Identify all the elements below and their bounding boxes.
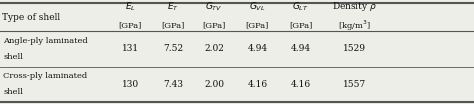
Text: 4.16: 4.16 <box>247 80 267 89</box>
Text: 4.94: 4.94 <box>291 44 310 53</box>
Text: 2.00: 2.00 <box>204 80 224 89</box>
Text: $G_{VL}$: $G_{VL}$ <box>249 1 265 13</box>
Text: $E_T$: $E_T$ <box>167 1 179 13</box>
Text: 7.52: 7.52 <box>163 44 183 53</box>
Text: [GPa]: [GPa] <box>289 22 312 29</box>
Text: [GPa]: [GPa] <box>161 22 185 29</box>
Text: shell: shell <box>3 88 23 96</box>
Text: shell: shell <box>3 53 23 61</box>
Text: $G_{LT}$: $G_{LT}$ <box>292 1 309 13</box>
Text: 130: 130 <box>122 80 139 89</box>
Text: 2.02: 2.02 <box>204 44 224 53</box>
Text: $G_{TV}$: $G_{TV}$ <box>205 1 223 13</box>
Text: $E_L$: $E_L$ <box>125 1 136 13</box>
Text: [kg/m$^3$]: [kg/m$^3$] <box>338 18 371 33</box>
Text: 1557: 1557 <box>343 80 366 89</box>
Text: 131: 131 <box>122 44 139 53</box>
Text: Cross-ply laminated: Cross-ply laminated <box>3 72 88 80</box>
Text: Type of shell: Type of shell <box>2 13 61 22</box>
Text: 1529: 1529 <box>343 44 366 53</box>
Text: Angle-ply laminated: Angle-ply laminated <box>3 37 88 45</box>
Text: 4.94: 4.94 <box>247 44 267 53</box>
Text: 4.16: 4.16 <box>291 80 310 89</box>
Text: [GPa]: [GPa] <box>246 22 269 29</box>
Text: 7.43: 7.43 <box>163 80 183 89</box>
Text: [GPa]: [GPa] <box>202 22 226 29</box>
Text: Density $\rho$: Density $\rho$ <box>332 0 377 13</box>
Text: [GPa]: [GPa] <box>118 22 142 29</box>
